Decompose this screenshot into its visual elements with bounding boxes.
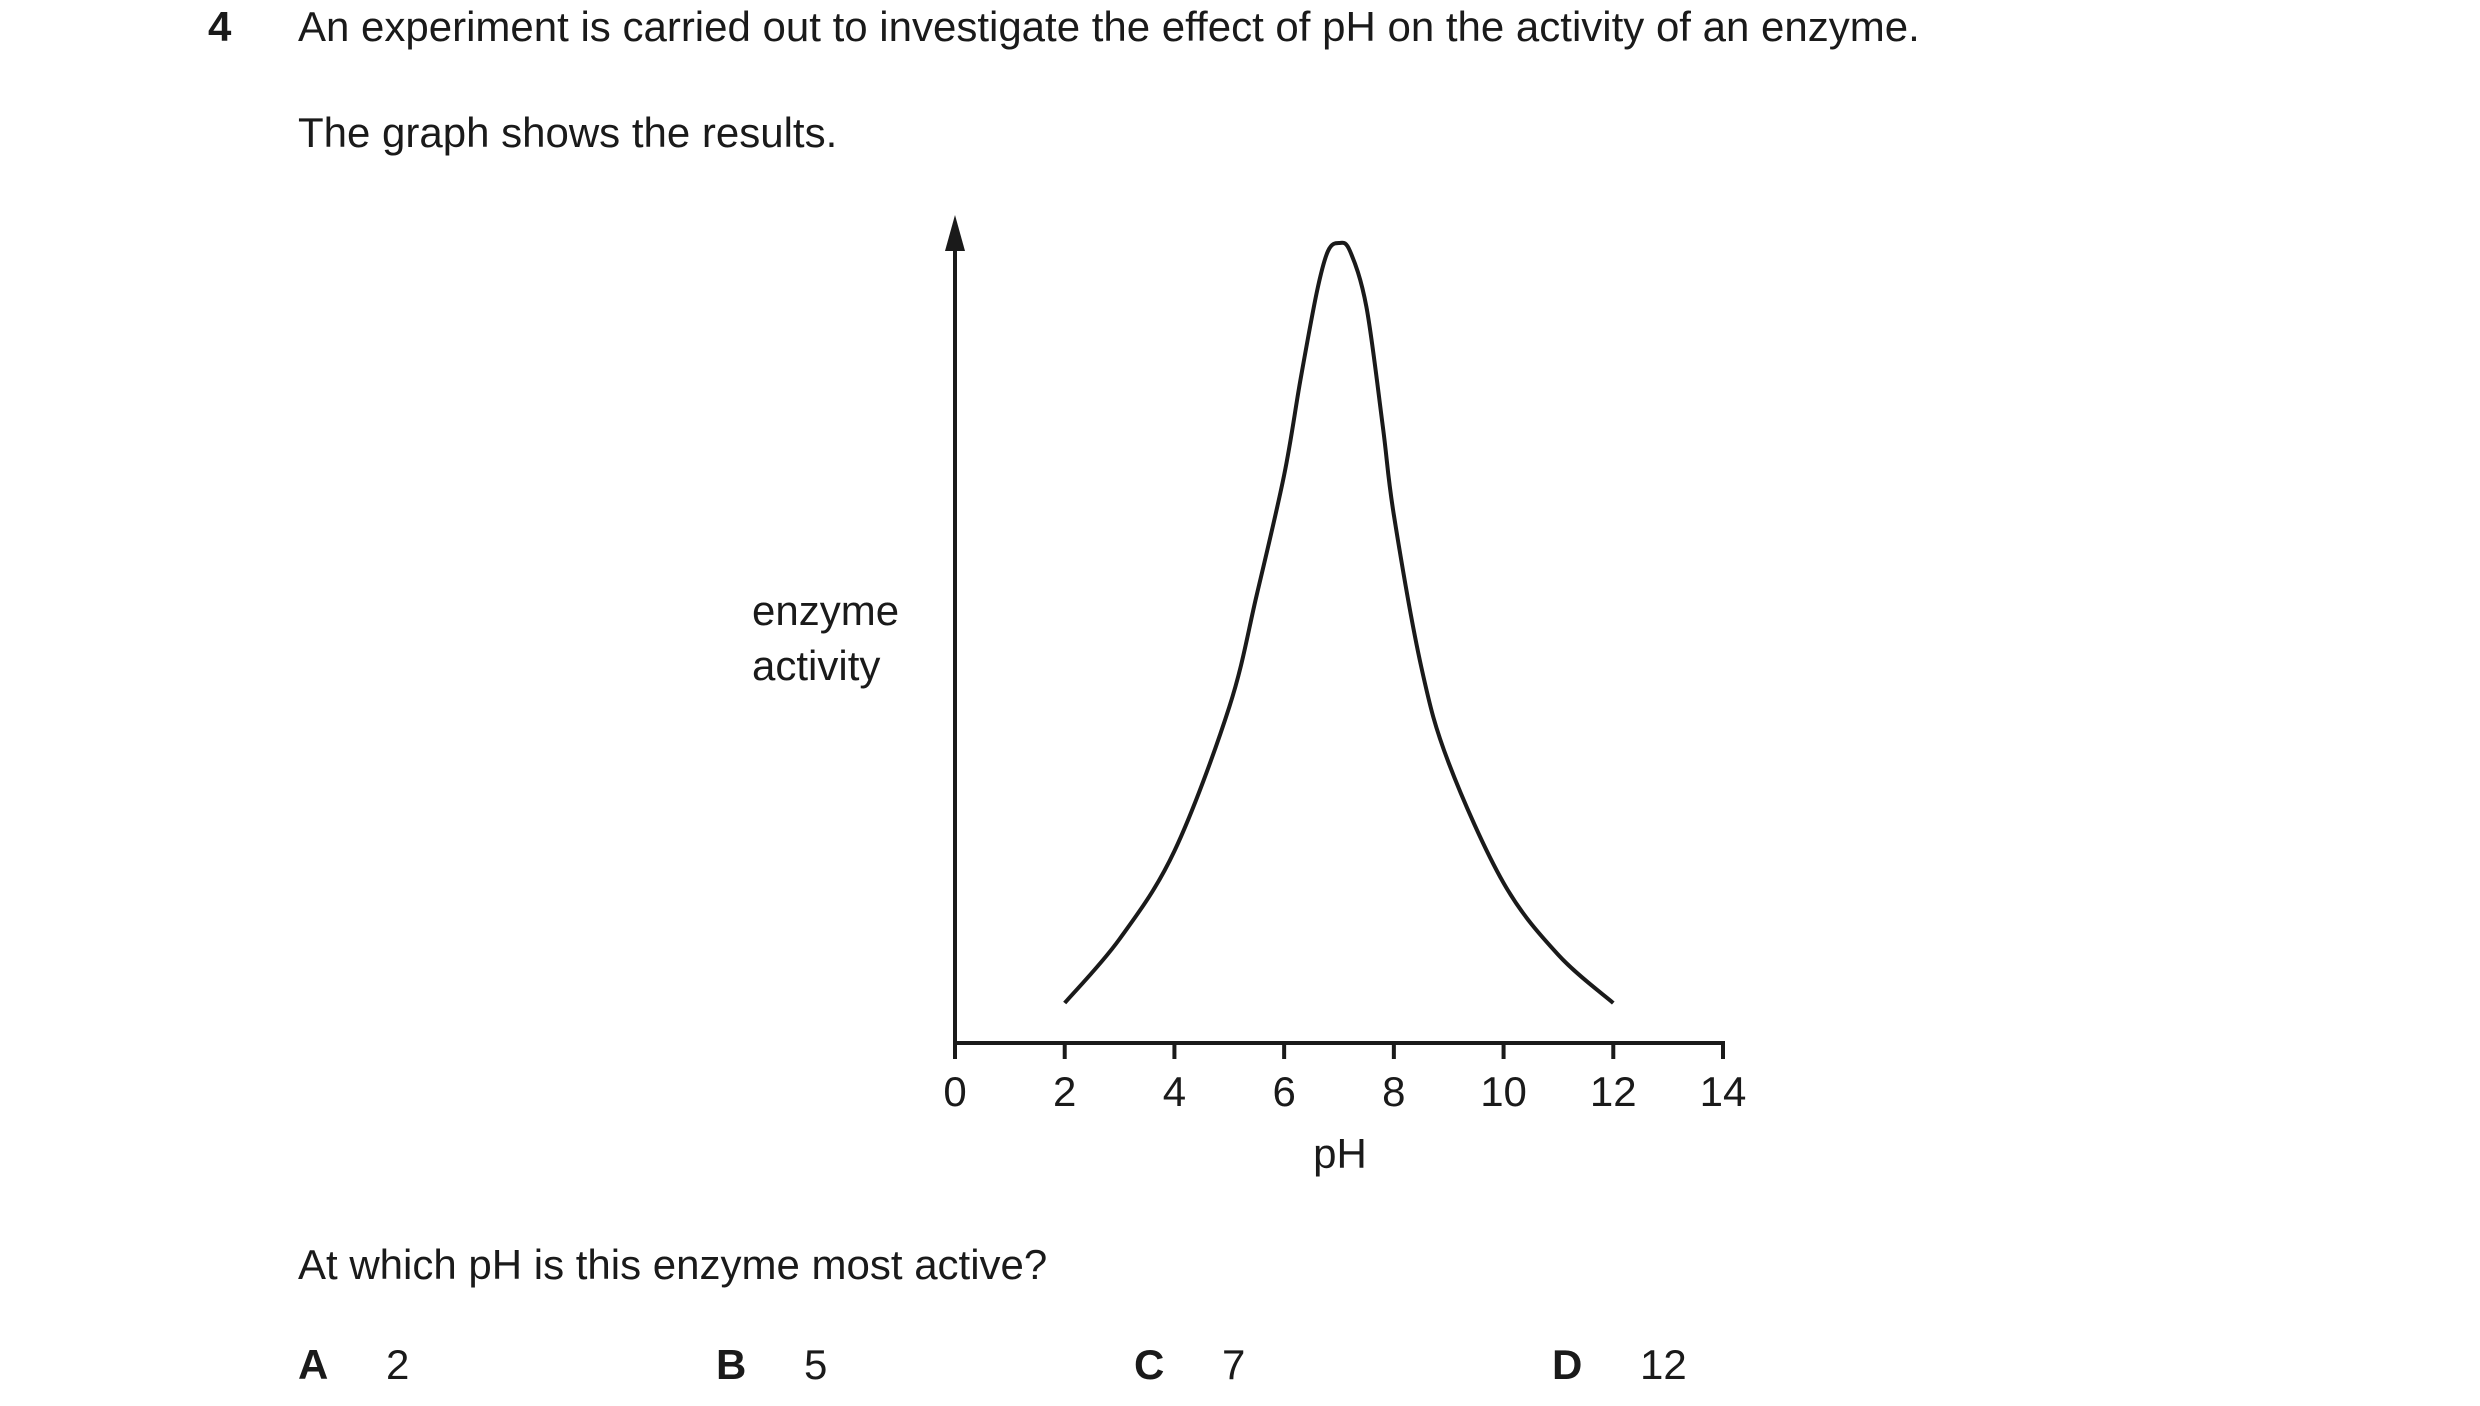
option-letter: A (298, 1341, 329, 1388)
x-tick-label: 8 (1382, 1068, 1405, 1115)
x-axis-label: pH (1313, 1130, 1367, 1177)
option-letter: D (1552, 1341, 1583, 1388)
y-axis-label-line-1: enzyme (752, 587, 899, 634)
question-prompt: At which pH is this enzyme most active? (298, 1241, 1048, 1288)
question-number: 4 (208, 3, 232, 50)
option-letter: B (716, 1341, 747, 1388)
question-stem: An experiment is carried out to investig… (298, 3, 1920, 50)
option-letter: C (1134, 1341, 1165, 1388)
option-d[interactable]: D 12 (1552, 1340, 1687, 1390)
axes (945, 215, 1725, 1045)
x-tick-label: 14 (1700, 1068, 1747, 1115)
x-tick-label: 10 (1480, 1068, 1527, 1115)
graph-intro: The graph shows the results. (298, 109, 838, 156)
x-tick-label: 12 (1590, 1068, 1637, 1115)
x-ticks: 0 2 4 6 8 10 12 14 (943, 1043, 1746, 1115)
x-tick-label: 4 (1163, 1068, 1186, 1115)
y-axis-label-line-2: activity (752, 642, 880, 689)
enzyme-activity-curve (1063, 240, 1615, 1005)
x-tick-label: 0 (943, 1068, 966, 1115)
option-value: 5 (804, 1341, 828, 1388)
option-value: 7 (1222, 1341, 1246, 1388)
option-value: 12 (1640, 1341, 1687, 1388)
y-axis-arrowhead (945, 215, 965, 251)
series-layer (1063, 240, 1615, 1005)
x-tick-label: 2 (1053, 1068, 1076, 1115)
x-tick-label: 6 (1272, 1068, 1295, 1115)
option-value: 2 (386, 1341, 410, 1388)
